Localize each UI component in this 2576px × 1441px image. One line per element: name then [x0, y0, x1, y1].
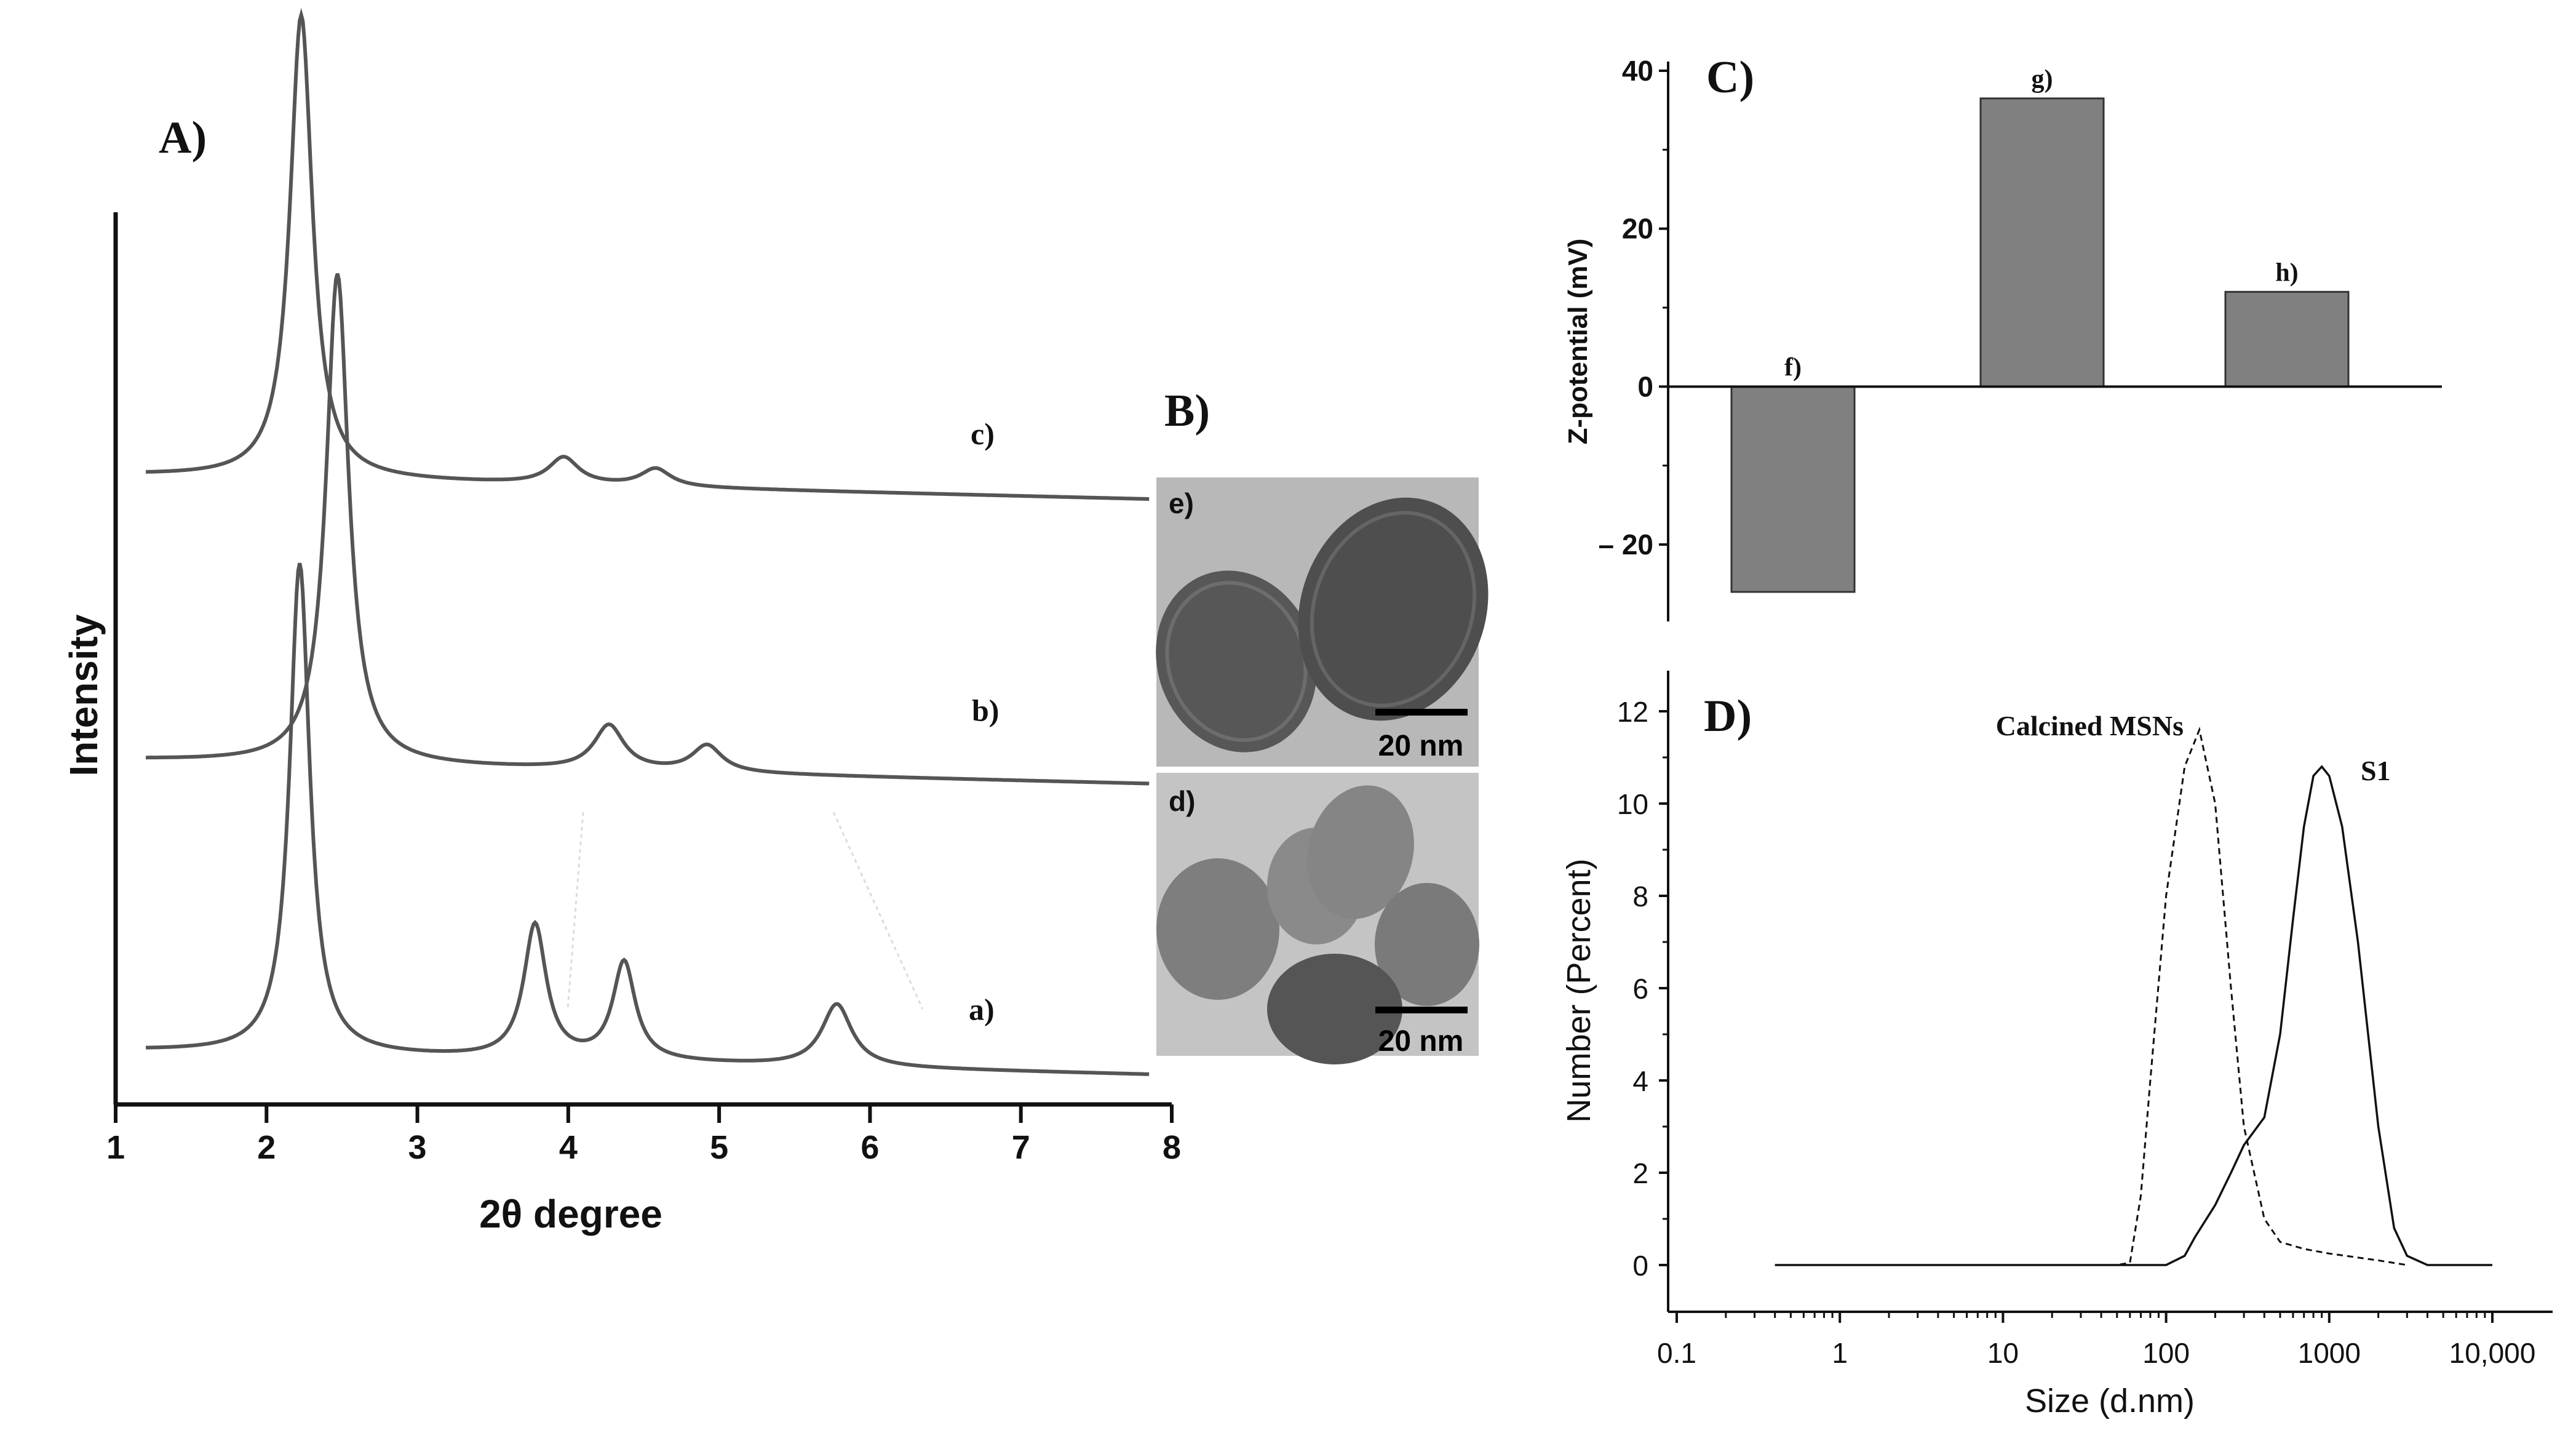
panel-d-size-chart: D) 0 2 4 6 8 10 12 0.1 1 10 100 1000 10,000 Calcine… [1560, 671, 2553, 1419]
panel-d-x-tick-label: 10 [1987, 1337, 2019, 1369]
panel-d-series: Calcined MSNs S1 [1775, 710, 2492, 1266]
panel-a-y-axis-title: Intensity [62, 614, 106, 776]
panel-d-y-tick-label: 2 [1632, 1157, 1648, 1189]
series-label-a: a) [969, 992, 995, 1026]
series-label-s1: S1 [2361, 755, 2391, 786]
panel-d-x-tick-label: 10,000 [2449, 1337, 2536, 1369]
panel-b-tem-images: B) e) 20 nm d) 20 nm [1156, 386, 1489, 1064]
panel-c-zeta-chart: C) 40 20 0 – 20 f) g) h) Z-potential (mV) [1563, 52, 2442, 621]
panel-a-x-tick-label: 5 [710, 1129, 728, 1166]
panel-d-y-axis-title: Number (Percent) [1560, 858, 1597, 1122]
bar-label: h) [2275, 258, 2298, 287]
size-curve-calcined-msns [1775, 726, 2407, 1266]
series-label-c: c) [971, 417, 995, 451]
panel-a-x-tick-label: 2 [257, 1129, 276, 1166]
panel-d-y-ticks: 0 2 4 6 8 10 12 [1617, 696, 1668, 1282]
panel-a-x-tick-label: 6 [861, 1129, 879, 1166]
tem-particle-texture [1310, 511, 1477, 708]
panel-b-label: B) [1164, 386, 1210, 436]
panel-a-x-tick-label: 8 [1163, 1129, 1181, 1166]
tem-image-d-label: d) [1169, 785, 1195, 817]
panel-c-bars: f) g) h) [1730, 65, 2350, 593]
panel-d-y-tick-label: 6 [1632, 973, 1648, 1005]
tem-particle [1298, 497, 1489, 721]
panel-a-label: A) [159, 113, 207, 163]
tem-particle [1156, 570, 1317, 752]
bar-h [2224, 290, 2350, 388]
panel-c-label: C) [1706, 52, 1754, 103]
scale-bar [1375, 1007, 1468, 1013]
panel-a-x-tick-label: 4 [559, 1129, 578, 1166]
panel-d-y-tick-label: 8 [1632, 880, 1648, 912]
bar-label: g) [2032, 65, 2053, 94]
panel-d-y-tick-label: 10 [1617, 788, 1648, 820]
panel-d-x-tick-label: 1000 [2298, 1337, 2361, 1369]
panel-c-y-tick-label: 40 [1622, 55, 1653, 87]
panel-d-x-tick-label: 0.1 [1657, 1337, 1696, 1369]
panel-d-x-tick-label: 1 [1832, 1337, 1848, 1369]
scale-bar-label: 20 nm [1378, 1025, 1464, 1058]
guide-line [566, 812, 584, 1010]
scale-bar-label: 20 nm [1378, 730, 1464, 762]
panel-d-x-axis-title: Size (d.nm) [2025, 1383, 2195, 1419]
bar-label: f) [1784, 353, 1802, 381]
panel-c-y-ticks: 40 20 0 – 20 [1598, 55, 1668, 561]
panel-c-y-tick-label: 0 [1637, 370, 1653, 402]
tem-particle [1267, 954, 1402, 1064]
tem-particle [1307, 785, 1414, 919]
panel-a-x-tick-label: 3 [408, 1129, 427, 1166]
xrd-pattern-a [145, 562, 1150, 1076]
panel-d-y-tick-label: 4 [1632, 1065, 1648, 1097]
panel-a-series: a) b) c) [145, 7, 1150, 1076]
panel-d-y-tick-label: 0 [1632, 1250, 1648, 1282]
xrd-pattern-b [146, 273, 1150, 786]
panel-c-y-tick-label: – 20 [1598, 529, 1653, 561]
tem-image-e-label: e) [1169, 487, 1194, 519]
guide-line [832, 812, 924, 1010]
size-curve-s1 [1775, 765, 2492, 1266]
series-label-b: b) [972, 693, 999, 728]
panel-a-x-axis-title: 2θ degree [479, 1192, 662, 1236]
series-label-calcined-msns: Calcined MSNs [1996, 710, 2184, 741]
panel-d-x-ticks: 0.1 1 10 100 1000 10,000 [1657, 1312, 2535, 1369]
tem-image-d: d) 20 nm [1156, 773, 1479, 1064]
tem-particle [1156, 858, 1279, 1000]
panel-c-y-axis-title: Z-potential (mV) [1563, 239, 1593, 445]
panel-a-x-tick-label: 1 [106, 1129, 125, 1166]
panel-d-label: D) [1704, 691, 1752, 741]
tem-image-e: e) 20 nm [1156, 477, 1489, 767]
panel-d-x-tick-label: 100 [2142, 1337, 2190, 1369]
xrd-pattern-c [146, 7, 1150, 501]
panel-a-x-tick-label: 7 [1012, 1129, 1030, 1166]
tem-particle [1375, 883, 1479, 1006]
panel-a-xrd-chart: A) 1 2 3 4 5 6 7 8 a) b) c) 2θ degree Intensity [62, 7, 1181, 1236]
panel-d-y-tick-label: 12 [1617, 696, 1648, 728]
bar-g [1979, 97, 2105, 388]
scale-bar [1375, 709, 1468, 716]
panel-a-x-ticks: 1 2 3 4 5 6 7 8 [106, 1104, 1181, 1166]
bar-f [1730, 385, 1856, 593]
panel-c-y-tick-label: 20 [1622, 213, 1653, 245]
